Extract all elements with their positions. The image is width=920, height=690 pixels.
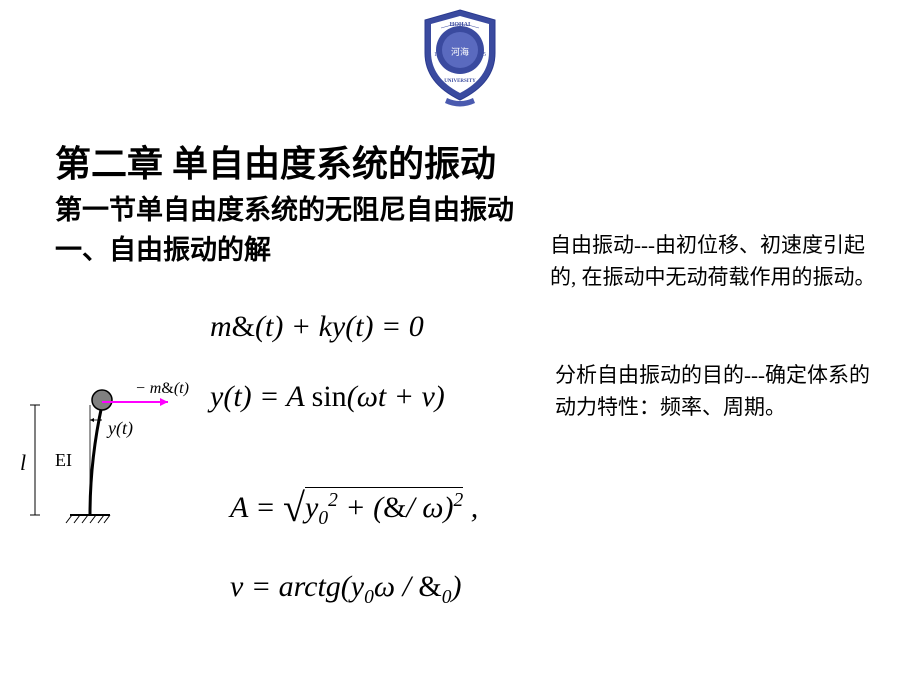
chapter-title: 第二章 单自由度系统的振动 [55, 135, 496, 187]
diagram-label-displacement: y(t) [108, 418, 133, 439]
subsection-title: 一、自由振动的解 [55, 228, 271, 267]
svg-text:19: 19 [434, 52, 440, 58]
note-analysis-purpose: 分析自由振动的目的---确定体系的动力特性：频率、周期。 [555, 360, 885, 423]
eq1-rest: (t) + ky(t) = 0 [255, 310, 424, 343]
svg-text:UNIVERSITY: UNIVERSITY [444, 79, 476, 84]
diagram-label-stiffness: EI [55, 450, 72, 471]
university-logo: 河海 HOHAI UNIVERSITY 19 15 [415, 8, 505, 108]
logo-center-text: 河海 [451, 46, 469, 57]
diagram-label-length: l [20, 450, 26, 476]
note-free-vibration: 自由振动---由初位移、初速度引起的, 在振动中无动荷载作用的振动。 [550, 230, 880, 293]
eq1-m: m [210, 310, 232, 343]
equation-phase: ν = arctg(y0ω / &0) [230, 570, 462, 609]
svg-text:15: 15 [480, 52, 486, 58]
logo-svg: 河海 HOHAI UNIVERSITY 19 15 [415, 8, 505, 108]
section-title: 第一节单自由度系统的无阻尼自由振动 [55, 188, 514, 227]
svg-text:HOHAI: HOHAI [450, 22, 471, 28]
diagram-label-inertia: − m&(t) [135, 380, 189, 398]
equation-amplitude: A = √y02 + (&/ ω)2 , [230, 480, 478, 530]
equation-solution: y(t) = A sin(ωt + ν) [210, 380, 445, 414]
equation-motion: m&(t) + ky(t) = 0 [210, 310, 424, 344]
